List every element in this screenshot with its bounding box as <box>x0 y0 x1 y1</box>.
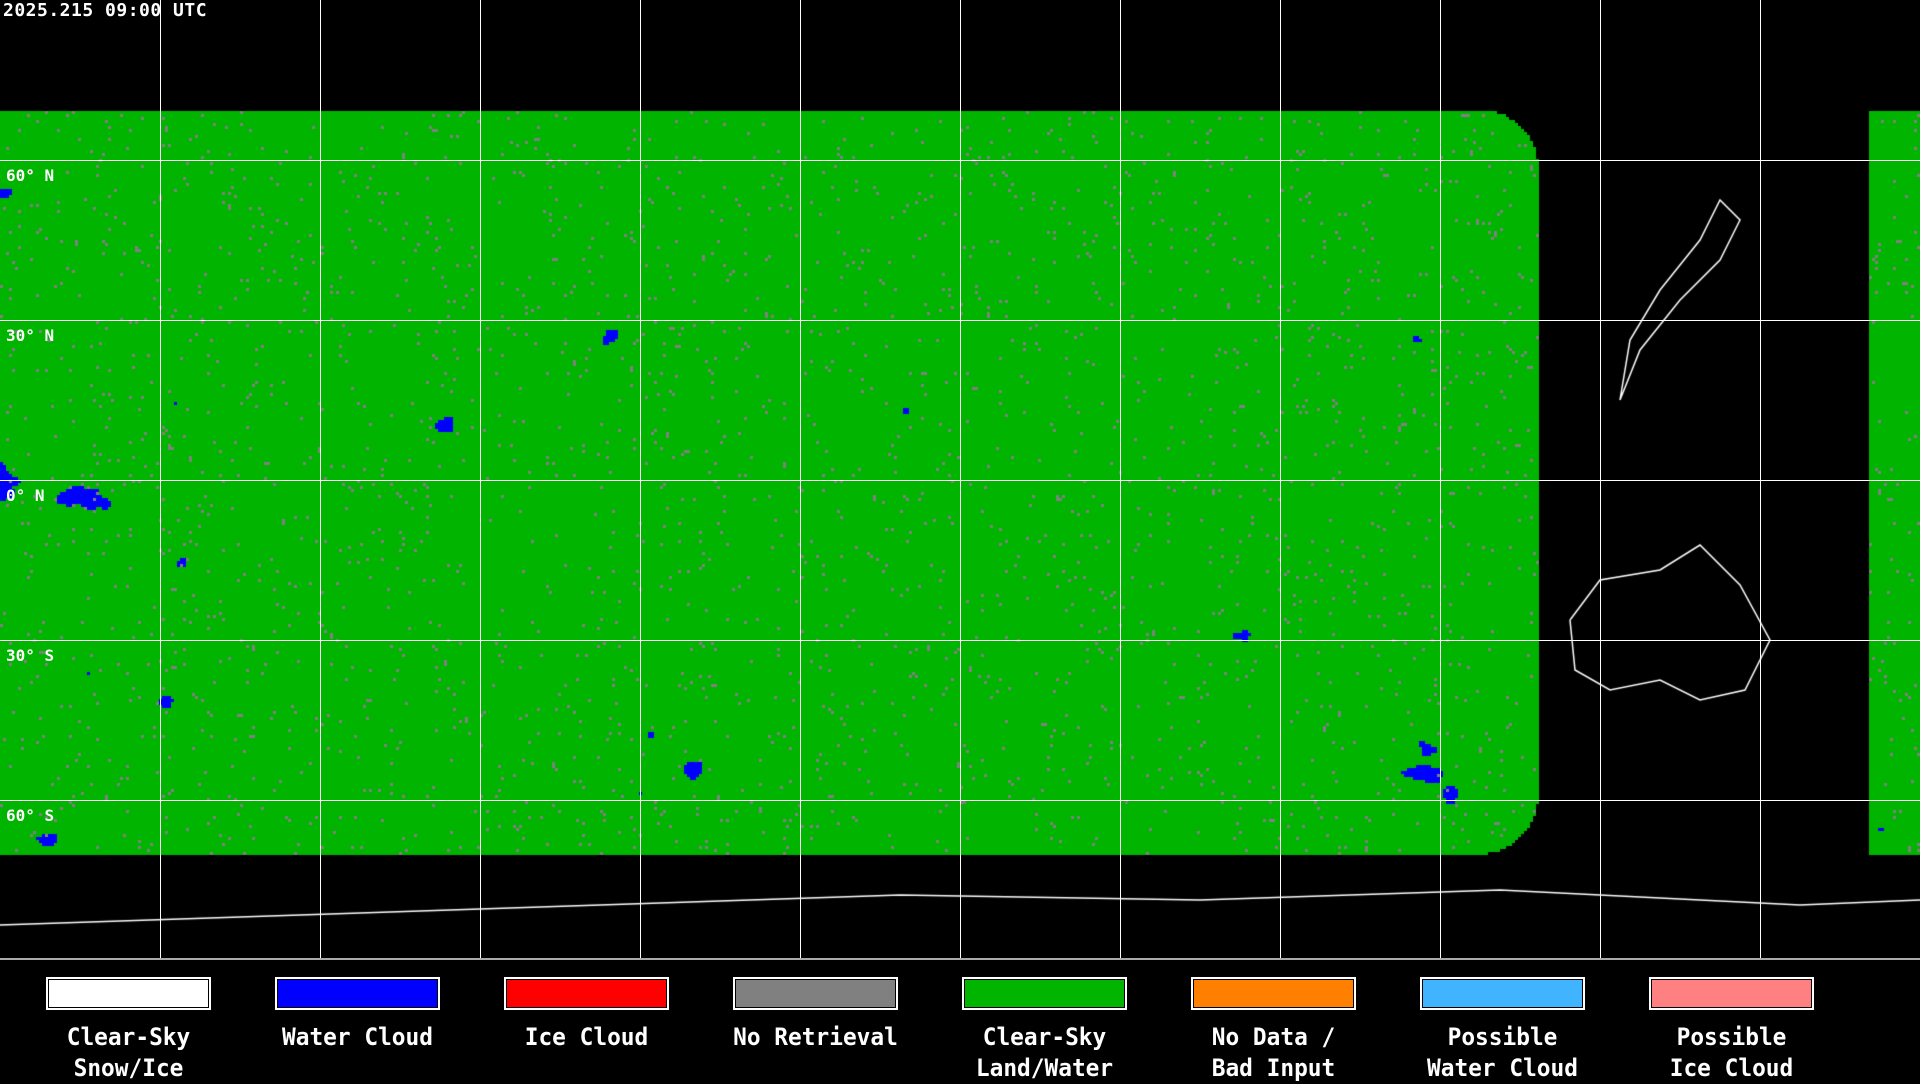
lat-label-60s: 60° S <box>6 806 55 825</box>
legend-label: Possible Ice Cloud <box>1669 1023 1794 1082</box>
legend: Clear-Sky Snow/Ice Water Cloud Ice Cloud… <box>0 960 1920 1082</box>
longitude-gridline <box>800 0 801 958</box>
latitude-gridline <box>0 160 1920 161</box>
longitude-gridline <box>960 0 961 958</box>
legend-label: No Retrieval <box>733 1023 898 1051</box>
longitude-gridline <box>160 0 161 958</box>
timestamp: 2025.215 09:00 UTC <box>3 0 208 21</box>
latitude-gridline <box>0 640 1920 641</box>
legend-label: Ice Cloud <box>524 1023 649 1051</box>
cloud-phase-map: 60° N 30° N 0° N 30° S 60° S 2025.215 09… <box>0 0 1920 960</box>
latitude-gridline <box>0 480 1920 481</box>
longitude-gridline <box>640 0 641 958</box>
legend-item-possible-ice-cloud: Possible Ice Cloud <box>1617 977 1846 1084</box>
legend-label: Clear-Sky Snow/Ice <box>66 1023 191 1082</box>
legend-label: Clear-Sky Land/Water <box>975 1023 1114 1082</box>
lat-label-60n: 60° N <box>6 166 55 185</box>
legend-item-ice-cloud: Ice Cloud <box>472 977 701 1053</box>
legend-swatch <box>275 977 440 1010</box>
longitude-gridline <box>1760 0 1761 958</box>
legend-item-no-data: No Data / Bad Input <box>1159 977 1388 1084</box>
longitude-gridline <box>320 0 321 958</box>
legend-swatch <box>504 977 669 1010</box>
lat-label-30n: 30° N <box>6 326 55 345</box>
legend-swatch <box>1191 977 1356 1010</box>
legend-swatch <box>1420 977 1585 1010</box>
longitude-gridline <box>1440 0 1441 958</box>
legend-swatch <box>1649 977 1814 1010</box>
lat-label-30s: 30° S <box>6 646 55 665</box>
longitude-gridline <box>480 0 481 958</box>
longitude-gridline <box>1120 0 1121 958</box>
latitude-gridline <box>0 320 1920 321</box>
legend-swatch <box>733 977 898 1010</box>
legend-item-possible-water-cloud: Possible Water Cloud <box>1388 977 1617 1084</box>
legend-item-water-cloud: Water Cloud <box>243 977 472 1053</box>
longitude-gridline <box>1600 0 1601 958</box>
latitude-gridline <box>0 800 1920 801</box>
legend-label: Possible Water Cloud <box>1426 1023 1578 1082</box>
legend-swatch <box>46 977 211 1010</box>
legend-item-no-retrieval: No Retrieval <box>701 977 930 1053</box>
legend-item-clear-snow: Clear-Sky Snow/Ice <box>14 977 243 1084</box>
longitude-gridline <box>1280 0 1281 958</box>
legend-item-clear-land-water: Clear-Sky Land/Water <box>930 977 1159 1084</box>
legend-label: Water Cloud <box>281 1023 433 1051</box>
legend-label: No Data / Bad Input <box>1211 1023 1336 1082</box>
lat-label-0n: 0° N <box>6 486 45 505</box>
legend-swatch <box>962 977 1127 1010</box>
